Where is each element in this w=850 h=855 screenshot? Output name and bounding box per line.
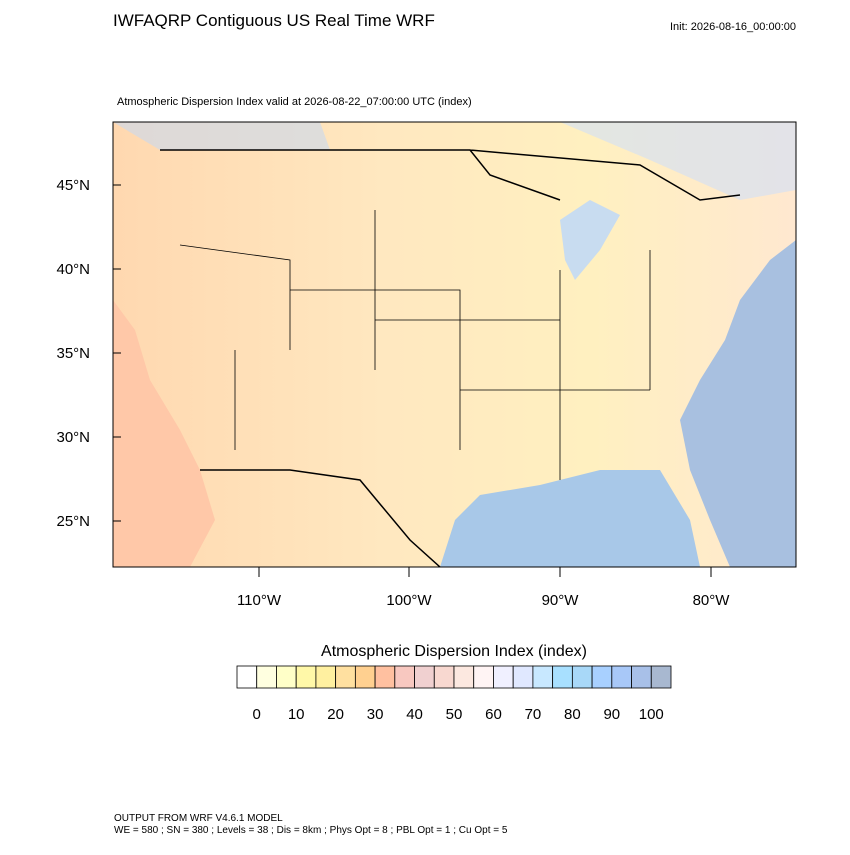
colorbar-box bbox=[453, 665, 475, 689]
pacific bbox=[113, 300, 215, 567]
footer-line: WE = 580 ; SN = 380 ; Levels = 38 ; Dis … bbox=[114, 825, 508, 836]
colorbar-box bbox=[276, 665, 297, 689]
colorbar-title: Atmospheric Dispersion Index (index) bbox=[321, 643, 587, 660]
land bbox=[113, 122, 796, 567]
colorbar-box bbox=[591, 665, 613, 689]
colorbar-label: 80 bbox=[564, 706, 581, 723]
colorbar-label: 40 bbox=[406, 706, 423, 723]
map: 45°N 40°N 35°N 30°N 25°N 110°W 100°W 90°W 80°W bbox=[56, 121, 797, 609]
lat-label: 35°N bbox=[56, 345, 90, 362]
colorbar: 0 10 20 30 40 50 60 70 80 90 100 bbox=[236, 665, 672, 723]
colorbar-box bbox=[295, 665, 317, 689]
colorbar-box bbox=[473, 665, 494, 689]
colorbar-box bbox=[394, 665, 415, 689]
colorbar-label: 70 bbox=[525, 706, 542, 723]
lat-label: 45°N bbox=[56, 177, 90, 194]
lon-label: 90°W bbox=[542, 592, 580, 609]
lat-label: 25°N bbox=[56, 513, 90, 530]
map-frame bbox=[112, 121, 797, 568]
colorbar-box bbox=[374, 665, 396, 689]
colorbar-label: 50 bbox=[446, 706, 463, 723]
colorbar-label: 90 bbox=[603, 706, 620, 723]
colorbar-box bbox=[256, 665, 277, 689]
colorbar-box bbox=[414, 665, 435, 689]
colorbar-label: 10 bbox=[288, 706, 305, 723]
colorbar-box bbox=[433, 665, 455, 689]
gulf-of-mexico bbox=[440, 470, 700, 567]
lon-label: 110°W bbox=[237, 592, 282, 609]
colorbar-box bbox=[493, 665, 514, 689]
lon-label: 100°W bbox=[386, 592, 432, 609]
footer-line: OUTPUT FROM WRF V4.6.1 MODEL bbox=[114, 813, 283, 824]
colorbar-box bbox=[315, 665, 337, 689]
colorbar-label: 30 bbox=[367, 706, 384, 723]
border bbox=[200, 469, 441, 567]
colorbar-box bbox=[354, 665, 376, 689]
colorbar-box bbox=[571, 665, 593, 689]
colorbar-box bbox=[631, 665, 652, 689]
state-lines bbox=[179, 210, 651, 480]
colorbar-label: 20 bbox=[327, 706, 344, 723]
init-time: Init: 2026-08-16_00:00:00 bbox=[670, 21, 796, 33]
lat-label: 30°N bbox=[56, 429, 90, 446]
colorbar-label: 0 bbox=[253, 706, 261, 723]
colorbar-box bbox=[512, 665, 534, 689]
colorbar-label: 100 bbox=[639, 706, 664, 723]
lon-label: 80°W bbox=[693, 592, 731, 609]
great-lakes bbox=[560, 200, 620, 280]
colorbar-box bbox=[236, 665, 258, 689]
title: IWFAQRP Contiguous US Real Time WRF bbox=[113, 11, 435, 30]
colorbar-box bbox=[335, 665, 356, 689]
graticule-labels: 45°N 40°N 35°N 30°N 25°N 110°W 100°W 90°W 80°W bbox=[56, 177, 730, 609]
colorbar-box bbox=[650, 665, 672, 689]
colorbar-box bbox=[611, 665, 632, 689]
colorbar-box bbox=[532, 665, 554, 689]
border bbox=[160, 149, 741, 201]
colorbar-box bbox=[552, 665, 573, 689]
subtitle: Atmospheric Dispersion Index valid at 20… bbox=[117, 96, 472, 108]
lat-label: 40°N bbox=[56, 261, 90, 278]
atlantic bbox=[680, 240, 796, 567]
canada-area bbox=[113, 122, 330, 150]
colorbar-label: 60 bbox=[485, 706, 502, 723]
canada-area bbox=[560, 122, 796, 200]
